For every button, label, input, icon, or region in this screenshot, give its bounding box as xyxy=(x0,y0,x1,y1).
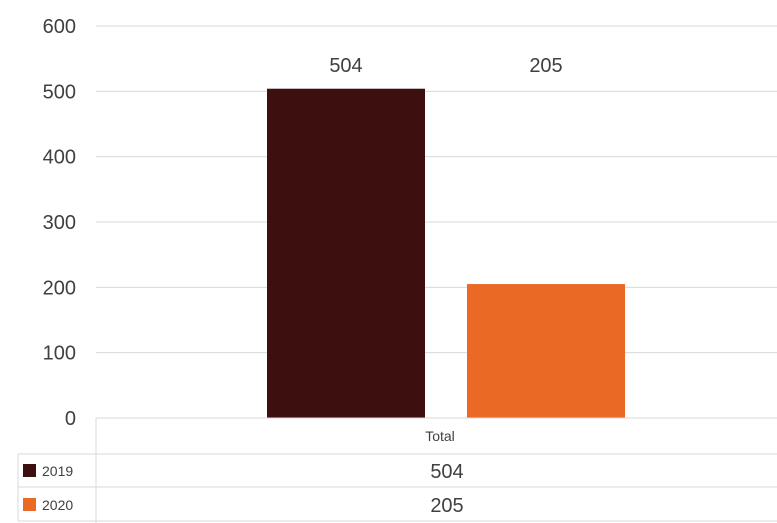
y-tick-label: 400 xyxy=(43,147,76,169)
data-label-2019: 504 xyxy=(329,55,362,77)
y-tick-label: 200 xyxy=(43,277,76,299)
y-tick-label: 600 xyxy=(43,16,76,38)
y-tick-label: 300 xyxy=(43,212,76,234)
y-axis-ticks: 0 100 200 300 400 500 600 xyxy=(43,16,76,430)
gridlines xyxy=(96,25,777,354)
table-cell-2020: 205 xyxy=(430,495,463,517)
table-series-label-2019: 2019 xyxy=(42,463,73,479)
legend-swatch-2020 xyxy=(23,498,36,511)
table-category-label: Total xyxy=(425,428,455,444)
y-tick-label: 0 xyxy=(65,408,76,430)
table-cell-2019: 504 xyxy=(430,461,463,483)
bars xyxy=(267,88,625,418)
data-label-2020: 205 xyxy=(529,55,562,77)
data-labels: 504 205 xyxy=(329,55,562,77)
legend-swatch-2019 xyxy=(23,464,36,477)
y-tick-label: 500 xyxy=(43,81,76,103)
data-table: Total 2019 504 2020 205 xyxy=(17,417,777,523)
y-tick-label: 100 xyxy=(43,343,76,365)
bar-2020 xyxy=(467,284,625,418)
table-series-label-2020: 2020 xyxy=(42,497,73,513)
bar-2019 xyxy=(267,88,425,418)
